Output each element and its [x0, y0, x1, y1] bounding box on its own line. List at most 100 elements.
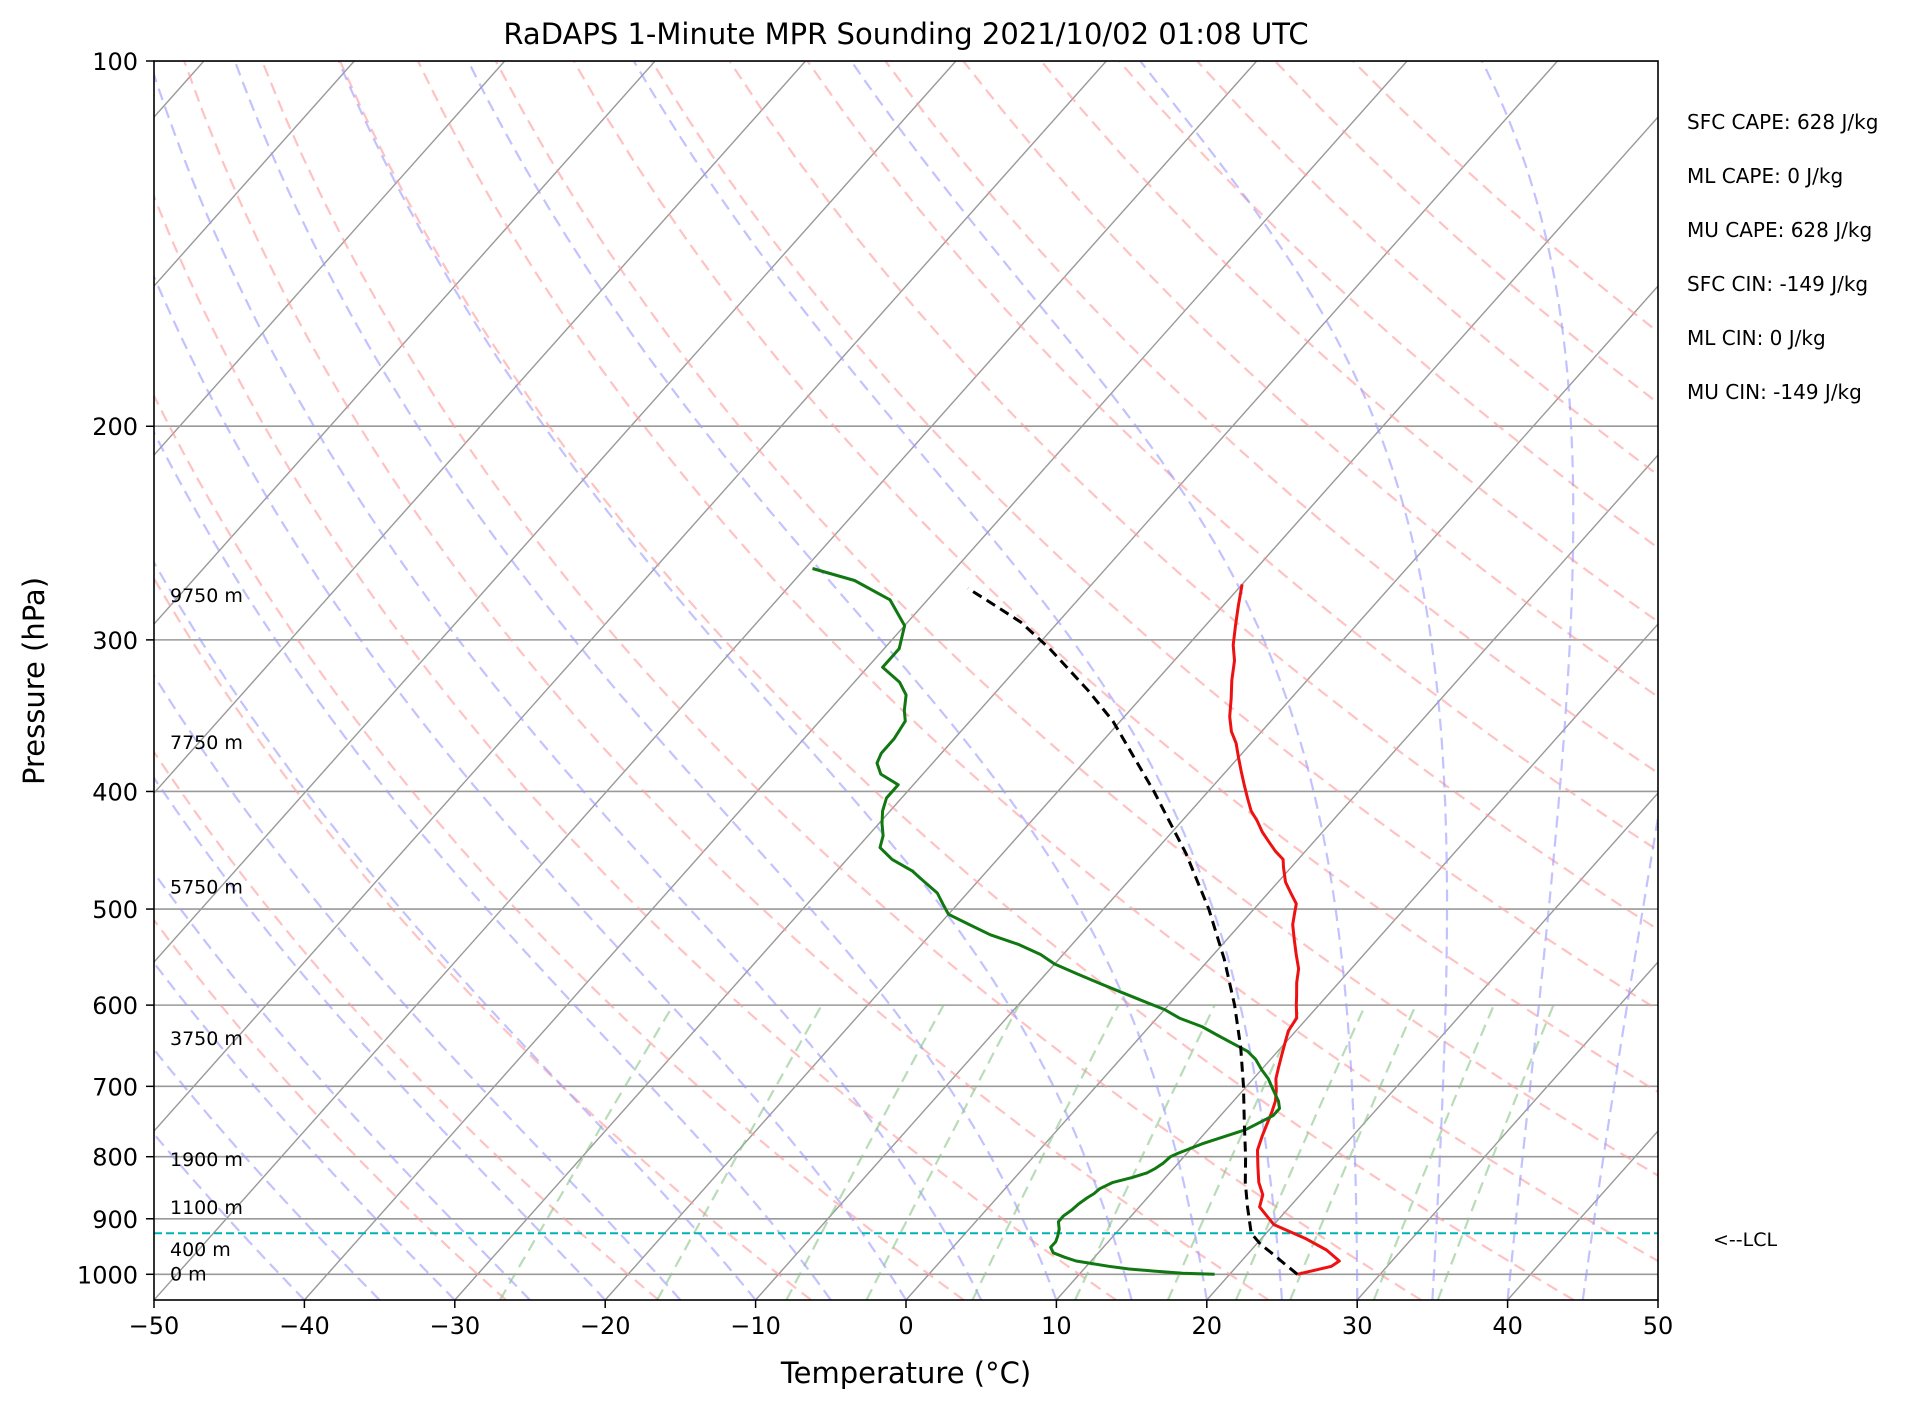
moist-adiabat-line: [154, 273, 907, 1300]
height-label: 1900 m: [170, 1149, 243, 1171]
moist-adiabat-line: [154, 673, 682, 1300]
height-label: 0 m: [170, 1263, 207, 1285]
mixing-ratio-line: [1289, 1004, 1417, 1300]
height-label: 400 m: [170, 1239, 231, 1261]
dry-adiabat-line: [154, 918, 507, 1300]
moist-adiabat-line: [467, 61, 1208, 1300]
isotherm-line: [454, 61, 1559, 1300]
x-tick-label: −30: [429, 1312, 480, 1340]
height-label: 7750 m: [170, 732, 243, 754]
height-label: 1100 m: [170, 1197, 243, 1219]
y-axis-label: Pressure (hPa): [17, 577, 51, 785]
moist-adiabat-line: [632, 61, 1284, 1300]
dry-adiabat-line: [650, 61, 1658, 1012]
height-label: 5750 m: [170, 877, 243, 899]
chart-title: RaDAPS 1-Minute MPR Sounding 2021/10/02 …: [503, 17, 1308, 51]
x-tick-label: 20: [1192, 1312, 1223, 1340]
isotherm-line: [604, 116, 1658, 1300]
dry-adiabat-line: [806, 61, 1658, 852]
y-tick-label: 900: [92, 1206, 138, 1234]
moist-adiabat-line: [154, 560, 757, 1300]
height-label: 9750 m: [170, 585, 243, 607]
x-tick-label: −10: [730, 1312, 781, 1340]
stability-annotation: MU CIN: -149 J/kg: [1687, 380, 1862, 404]
stability-annotation: SFC CAPE: 628 J/kg: [1687, 110, 1878, 134]
dry-adiabat-line: [154, 393, 965, 1300]
isotherm-line: [154, 61, 1107, 1133]
moist-adiabat-line: [850, 61, 1359, 1300]
x-tick-label: 40: [1492, 1312, 1523, 1340]
x-tick-label: 10: [1041, 1312, 1072, 1340]
x-tick-label: 50: [1643, 1312, 1674, 1340]
x-tick-label: −40: [279, 1312, 330, 1340]
dry-adiabat-line: [728, 61, 1658, 931]
mixing-ratio-line: [656, 1004, 823, 1300]
moist-adiabat-line: [154, 70, 983, 1300]
isotherm-line: [154, 61, 355, 288]
stability-annotation: MU CAPE: 628 J/kg: [1687, 218, 1872, 242]
x-axis-label: Temperature (°C): [780, 1356, 1031, 1390]
isotherm-line: [1055, 622, 1658, 1300]
mixing-ratio-line: [1436, 1004, 1555, 1300]
mixing-ratio-line: [498, 1004, 675, 1300]
y-tick-label: 800: [92, 1144, 138, 1172]
moist-adiabat-line: [154, 961, 456, 1300]
dry-adiabat-line: [183, 61, 1270, 1300]
mixing-ratio-line: [865, 1004, 1020, 1300]
dry-adiabat-line: [416, 61, 1658, 1263]
dry-adiabat-line: [338, 61, 1575, 1300]
temperature-profile-line: [1228, 584, 1341, 1276]
x-tick-label: −20: [580, 1312, 631, 1340]
mixing-ratio-line: [1234, 1004, 1367, 1300]
y-tick-label: 1000: [77, 1261, 138, 1289]
moist-adiabat-line: [1139, 61, 1449, 1300]
moist-adiabat-line: [154, 1132, 306, 1300]
dry-adiabat-line: [572, 61, 1658, 1094]
dry-adiabat-line: [261, 61, 1422, 1300]
stability-annotation: ML CAPE: 0 J/kg: [1687, 164, 1843, 188]
stability-annotation: SFC CIN: -149 J/kg: [1687, 272, 1868, 296]
y-tick-label: 700: [92, 1073, 138, 1101]
isotherm-line: [1206, 791, 1658, 1300]
isotherm-line: [154, 61, 807, 795]
dry-adiabat-line: [1040, 61, 1658, 624]
isotherm-line: [905, 454, 1658, 1300]
isotherm-line: [1356, 960, 1658, 1300]
dry-adiabat-line: [494, 61, 1658, 1177]
y-tick-label: 300: [92, 627, 138, 655]
mixing-ratio-line: [1074, 1004, 1216, 1300]
x-tick-label: 0: [898, 1312, 913, 1340]
y-tick-label: 600: [92, 992, 138, 1020]
isotherm-line: [154, 61, 1258, 1300]
isotherm-line: [154, 61, 506, 457]
dry-adiabat-line: [154, 193, 1117, 1300]
moist-adiabat-line: [154, 870, 531, 1300]
x-tick-label: 30: [1342, 1312, 1373, 1340]
y-tick-label: 400: [92, 778, 138, 806]
mixing-ratio-line: [1372, 1004, 1495, 1300]
parcel-profile-line: [967, 587, 1299, 1276]
height-label: 3750 m: [170, 1028, 243, 1050]
mixing-ratio-line: [1166, 1004, 1303, 1300]
moist-adiabat-line: [154, 1047, 381, 1300]
y-tick-label: 500: [92, 896, 138, 924]
moist-adiabat-line: [1581, 810, 1658, 1300]
moist-adiabat-line: [337, 61, 1133, 1300]
moist-adiabat-line: [154, 430, 832, 1300]
mixing-ratio-line: [971, 1004, 1120, 1300]
moist-adiabat-line: [233, 61, 1058, 1300]
lcl-label: <--LCL: [1713, 1229, 1777, 1251]
isotherm-line: [303, 61, 1408, 1300]
mixing-ratio-line: [785, 1004, 945, 1300]
moist-adiabat-line: [154, 775, 607, 1300]
isotherm-line: [154, 61, 656, 626]
stability-annotation: ML CIN: 0 J/kg: [1687, 326, 1826, 350]
y-tick-label: 100: [92, 48, 138, 76]
x-tick-label: −50: [129, 1312, 180, 1340]
dewpoint-profile-line: [812, 567, 1281, 1276]
y-tick-label: 200: [92, 413, 138, 441]
dry-adiabat-line: [884, 61, 1658, 775]
dry-adiabat-line: [154, 750, 660, 1300]
moist-adiabat-line: [1480, 61, 1575, 1300]
